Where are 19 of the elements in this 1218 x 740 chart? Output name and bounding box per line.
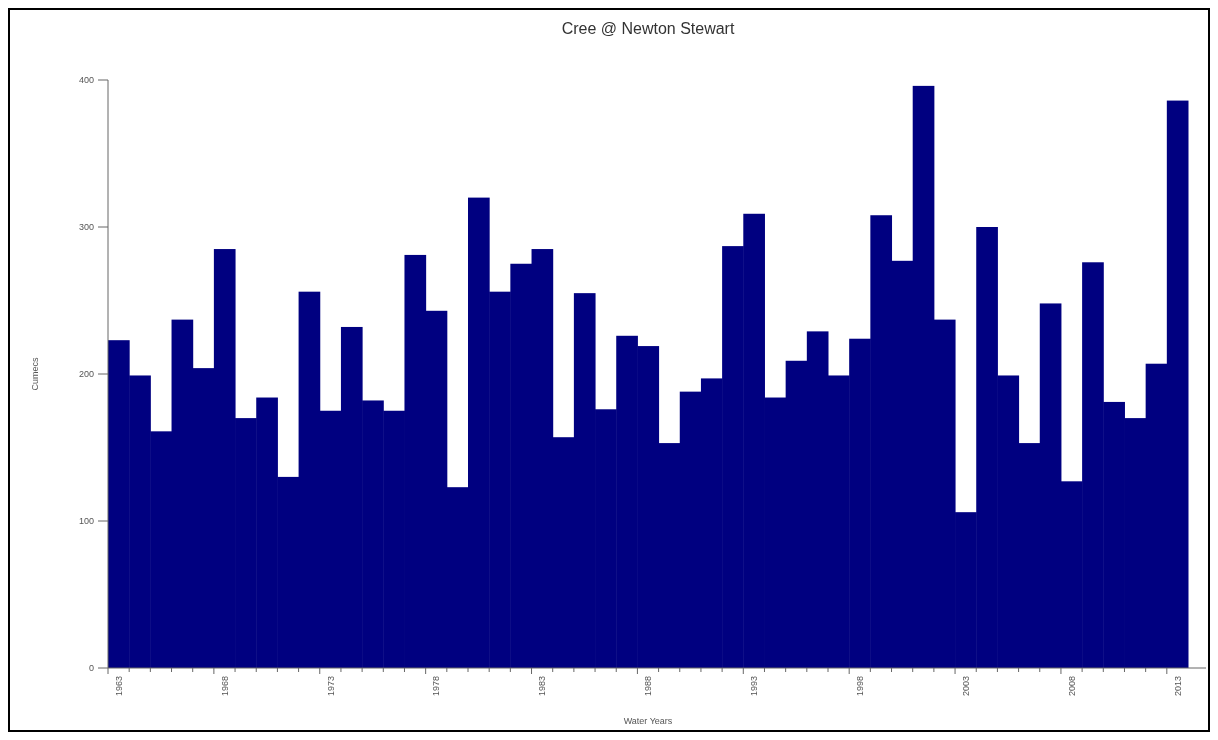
x-tick-label: 1993 [749, 676, 760, 697]
chart-title: Cree @ Newton Stewart [561, 20, 735, 37]
x-axis-title: Water Years [623, 716, 673, 726]
y-tick-label: 300 [78, 222, 94, 233]
x-tick-label: 2008 [1066, 676, 1077, 697]
x-tick-label: 1988 [643, 676, 654, 697]
x-tick-label: 1963 [113, 676, 124, 697]
y-tick-label: 100 [78, 516, 94, 527]
x-tick-label: 2013 [1172, 676, 1183, 697]
y-tick-label: 200 [78, 369, 94, 380]
x-tick-label: 1968 [219, 676, 230, 697]
x-tick-label: 1973 [325, 676, 336, 697]
y-tick-label: 0 [88, 663, 94, 674]
y-tick-label: 400 [78, 75, 94, 86]
x-tick-label: 2003 [960, 676, 971, 697]
x-tick-label: 1998 [854, 676, 865, 697]
y-axis-title: Cumecs [30, 357, 40, 391]
x-tick-label: 1983 [537, 676, 548, 697]
x-tick-label: 1978 [431, 676, 442, 697]
